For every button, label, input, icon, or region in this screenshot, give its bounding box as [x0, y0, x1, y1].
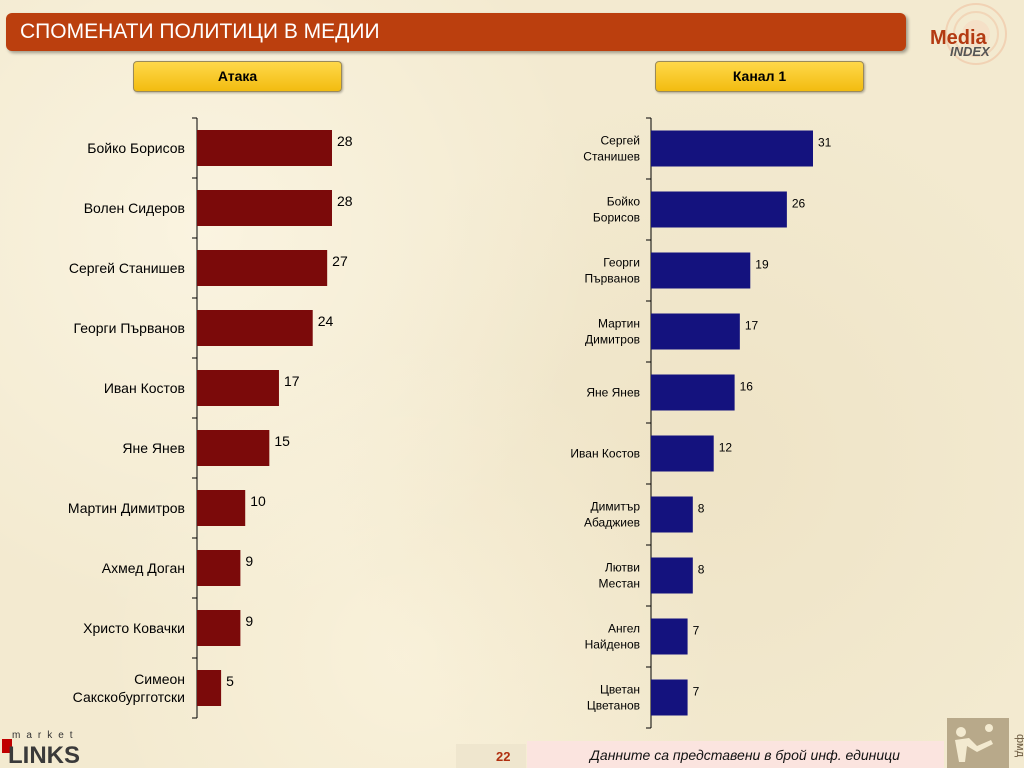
right-data-label: 8 [698, 563, 705, 577]
left-category-label: Волен Сидеров [84, 200, 185, 216]
right-category-label: Цветан Цветанов [587, 683, 640, 713]
page-number-box [456, 744, 526, 768]
right-data-label: 8 [698, 502, 705, 516]
right-data-label: 7 [693, 624, 700, 638]
left-bar [197, 610, 241, 646]
fmd-label: фмд [1014, 734, 1024, 758]
right-category-label: Ангел Найденов [585, 622, 640, 652]
left-bar [197, 370, 279, 406]
left-data-label: 9 [245, 613, 253, 629]
page-number: 22 [496, 749, 511, 764]
right-category-label: Сергей Станишев [583, 134, 640, 164]
left-bar [197, 670, 222, 706]
market-links-logo: market LINKS [2, 730, 80, 767]
right-category-label: Мартин Димитров [585, 317, 640, 347]
left-data-label: 28 [337, 133, 353, 149]
right-category-label: Димитър Абаджиев [584, 500, 640, 530]
right-category-label: Иван Костов [570, 447, 640, 461]
left-category-label: Мартин Димитров [68, 500, 185, 516]
left-category-label: Яне Янев [122, 440, 185, 456]
logo-text-index: INDEX [950, 44, 991, 59]
right-data-label: 7 [693, 685, 700, 699]
left-data-label: 10 [250, 493, 266, 509]
right-data-label: 17 [745, 319, 759, 333]
brand-main-text: LINKS [8, 742, 80, 767]
left-data-label: 5 [226, 673, 234, 689]
right-bar [651, 191, 787, 228]
left-category-label: Симеон Сакскобургготски [73, 671, 185, 705]
left-data-label: 9 [245, 553, 253, 569]
title-bar: СПОМЕНАТИ ПОЛИТИЦИ В МЕДИИ [6, 13, 906, 51]
right-data-label: 26 [792, 197, 806, 211]
logo-text-media: Media [930, 27, 988, 49]
left-category-label: Георги Първанов [74, 320, 185, 336]
left-category-label: Сергей Станишев [69, 260, 185, 276]
right-bar [651, 496, 693, 533]
left-bar [197, 310, 313, 346]
right-bar [651, 435, 714, 472]
right-data-label: 19 [755, 258, 769, 272]
right-bar [651, 374, 735, 411]
media-index-logo: Media INDEX [930, 3, 1007, 65]
right-bar [651, 130, 813, 167]
right-category-label: Яне Янев [586, 386, 640, 400]
right-category-label: Георги Първaнов [584, 256, 640, 286]
right-bar [651, 618, 688, 655]
footer-note-box [527, 741, 944, 768]
fmd-logo: фмд [947, 718, 1024, 768]
right-category-label: Бойко Борисов [593, 195, 640, 225]
left-category-label: Иван Костов [104, 380, 185, 396]
left-bar [197, 250, 328, 286]
left-category-label: Христо Ковачки [83, 620, 185, 636]
right-data-label: 31 [818, 136, 832, 150]
chart-title-left: Атака [133, 61, 342, 92]
footer-note: Данните са представени в брой инф. едини… [590, 747, 900, 763]
left-category-label: Бойко Борисов [87, 140, 185, 156]
left-bar [197, 430, 270, 466]
left-data-label: 15 [274, 433, 290, 449]
right-bar [651, 252, 751, 289]
left-data-label: 28 [337, 193, 353, 209]
chart-title-right: Канал 1 [655, 61, 864, 92]
right-bar [651, 557, 693, 594]
left-bar [197, 550, 241, 586]
left-bar [197, 130, 332, 166]
right-data-label: 12 [719, 441, 733, 455]
left-bar [197, 190, 332, 226]
left-data-label: 27 [332, 253, 348, 269]
right-category-label: Лютви Местан [599, 561, 640, 591]
right-bar [651, 679, 688, 716]
page-title: СПОМЕНАТИ ПОЛИТИЦИ В МЕДИИ [20, 20, 380, 43]
brand-top-text: market [12, 730, 79, 741]
left-category-label: Ахмед Доган [102, 560, 185, 576]
left-data-label: 24 [318, 313, 334, 329]
left-bar [197, 490, 246, 526]
right-data-label: 16 [740, 380, 754, 394]
left-data-label: 17 [284, 373, 300, 389]
right-bar [651, 313, 740, 350]
